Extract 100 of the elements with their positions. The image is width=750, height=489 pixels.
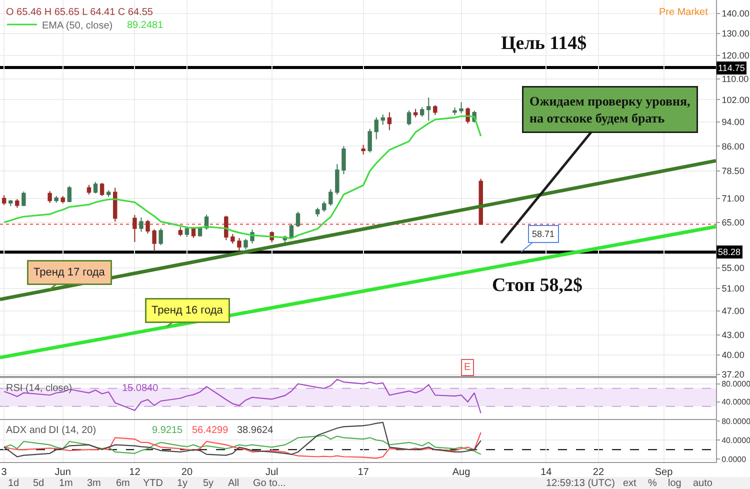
text: 6m bbox=[116, 478, 130, 489]
candlestick bbox=[146, 219, 150, 234]
annotation: Стоп 58,2$ bbox=[492, 275, 583, 296]
text: ext bbox=[623, 478, 637, 489]
legend-label: EMA (50, close) bbox=[42, 20, 113, 32]
y-tick-label: 40.0000 bbox=[722, 398, 750, 407]
x-tick-label: Sep bbox=[654, 467, 674, 478]
y-tick-label: 80.0000 bbox=[722, 380, 750, 389]
candlestick bbox=[106, 190, 111, 198]
y-tick-label: 55.00 bbox=[722, 263, 744, 274]
candlestick bbox=[139, 216, 144, 232]
text: log bbox=[668, 478, 682, 489]
ref-line-label: 114.75 bbox=[718, 63, 745, 73]
candlestick bbox=[100, 182, 104, 197]
candlestick bbox=[132, 214, 137, 242]
annotation: 38.9624 bbox=[237, 425, 274, 436]
y-tick-label: 120.00 bbox=[722, 50, 750, 60]
candlestick bbox=[374, 116, 378, 140]
candlestick bbox=[48, 190, 52, 204]
text: 1m bbox=[59, 478, 73, 489]
text: ADX and DI (14, 20) bbox=[6, 425, 96, 436]
annotation: Цель 114$ bbox=[501, 33, 587, 54]
candlestick bbox=[93, 181, 98, 194]
text: O 65.46 H 65.65 L 64.41 C 64.55 bbox=[6, 7, 154, 18]
text: YTD bbox=[143, 478, 163, 489]
y-tick-label: 40.00 bbox=[722, 350, 744, 360]
candlestick bbox=[8, 199, 13, 207]
annotation: 89.2481 bbox=[127, 20, 164, 31]
x-tick-label: 12 bbox=[129, 467, 141, 478]
text: 12:59:13 (UTC) bbox=[546, 478, 615, 489]
candlestick bbox=[433, 104, 438, 116]
candlestick bbox=[328, 188, 333, 206]
candlestick bbox=[296, 211, 300, 228]
candlestick bbox=[335, 164, 340, 196]
y-tick-label: 47.00 bbox=[722, 306, 744, 316]
text: % bbox=[648, 478, 657, 489]
annotation: 58.71 bbox=[532, 229, 555, 239]
line-series bbox=[4, 378, 482, 414]
text: Go to... bbox=[253, 478, 286, 489]
candlestick bbox=[224, 215, 228, 241]
y-tick-label: 102.00 bbox=[722, 94, 750, 105]
line-series bbox=[4, 422, 482, 458]
candlestick bbox=[67, 185, 72, 203]
y-tick-label: 78.50 bbox=[722, 166, 744, 176]
text: 5y bbox=[203, 478, 214, 489]
x-tick-label: 14 bbox=[540, 467, 552, 478]
x-tick-label: Jul bbox=[265, 467, 278, 478]
y-tick-label: 130.00 bbox=[722, 28, 750, 39]
candlestick bbox=[15, 198, 20, 208]
text: 3m bbox=[87, 478, 101, 489]
y-tick-label: 65.00 bbox=[722, 218, 744, 228]
candlestick bbox=[54, 196, 58, 204]
x-tick-label: 20 bbox=[181, 467, 193, 478]
ref-line-label: 58.28 bbox=[718, 247, 741, 257]
candlestick bbox=[361, 144, 366, 155]
candlestick bbox=[152, 228, 156, 252]
y-tick-label: 94.00 bbox=[722, 117, 744, 128]
y-tick-label: 40.0000 bbox=[722, 436, 750, 445]
y-tick-label: 86.00 bbox=[722, 141, 744, 152]
text: All bbox=[228, 478, 240, 489]
x-tick-label: Aug bbox=[452, 467, 470, 478]
x-tick-label: 17 bbox=[358, 467, 370, 478]
annotation: 56.4299 bbox=[192, 425, 229, 436]
annotation: Ожидаем проверку уровня, на отскоке будем брать bbox=[530, 94, 690, 126]
candlestick bbox=[426, 96, 431, 122]
x-tick-label: Jun bbox=[54, 467, 71, 478]
annotation: 15.0840 bbox=[122, 383, 159, 394]
y-tick-label: 110.00 bbox=[722, 74, 749, 84]
candlestick bbox=[322, 200, 326, 212]
y-tick-label: 37.20 bbox=[722, 370, 744, 380]
annotation: E bbox=[464, 362, 471, 373]
candlestick bbox=[420, 106, 424, 118]
y-tick-label: 140.00 bbox=[722, 8, 750, 18]
candlestick bbox=[158, 228, 163, 246]
text: 5d bbox=[33, 478, 44, 489]
candlestick bbox=[178, 226, 183, 237]
candlestick bbox=[244, 238, 248, 250]
candlestick bbox=[342, 146, 346, 175]
candlestick bbox=[452, 106, 457, 116]
candlestick bbox=[459, 102, 464, 114]
candlestick bbox=[368, 128, 372, 154]
annotation: Pre Market bbox=[659, 7, 708, 18]
candlestick bbox=[315, 207, 320, 218]
y-tick-label: 51.00 bbox=[722, 284, 744, 294]
y-tick-label: 0.0000 bbox=[722, 454, 747, 464]
candlestick bbox=[289, 223, 294, 240]
text: 1y bbox=[177, 478, 188, 489]
candlestick bbox=[60, 196, 65, 204]
candlestick bbox=[86, 184, 92, 196]
x-tick-label: 3 bbox=[1, 467, 8, 478]
text: auto bbox=[693, 478, 713, 489]
x-tick-label: 22 bbox=[592, 467, 604, 478]
candlestick bbox=[413, 108, 418, 118]
candlestick bbox=[237, 237, 242, 252]
candlestick bbox=[22, 191, 26, 207]
candlestick bbox=[2, 194, 6, 206]
annotation: 9.9215 bbox=[152, 425, 184, 436]
line-series bbox=[4, 434, 482, 455]
candlestick bbox=[387, 112, 392, 131]
text: RSI (14, close) bbox=[6, 383, 72, 394]
